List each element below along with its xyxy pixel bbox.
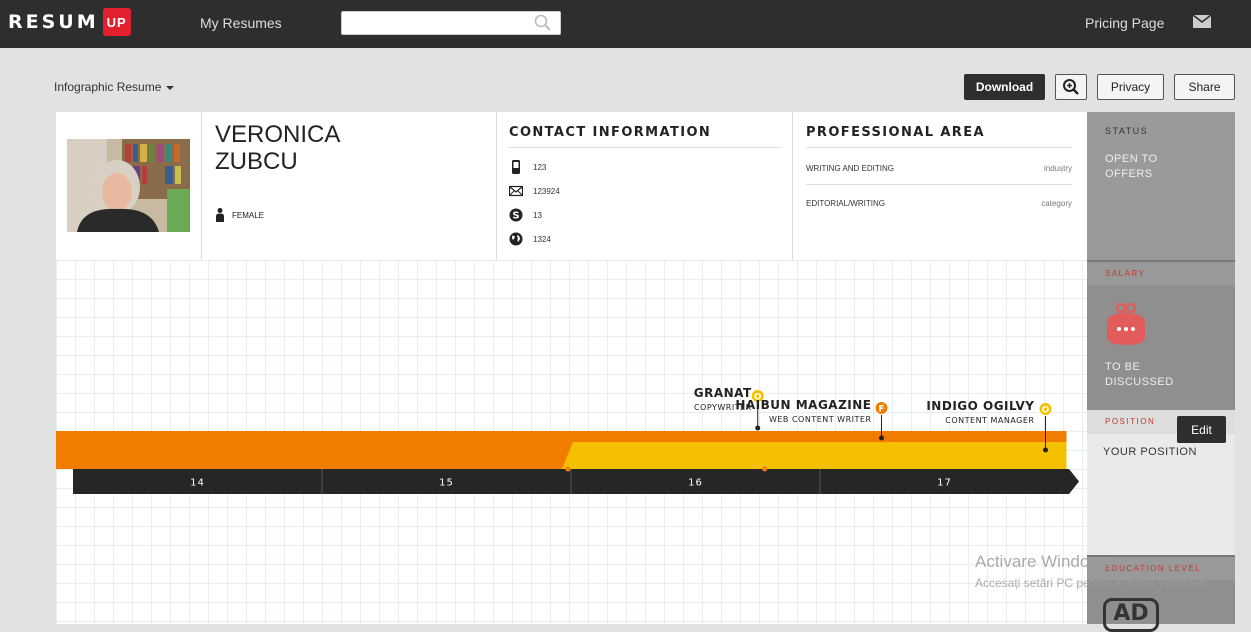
profile-photo[interactable]: [67, 139, 190, 232]
contact-web-value: 1324: [533, 234, 551, 244]
template-dropdown[interactable]: Infographic Resume: [54, 80, 175, 94]
status-block[interactable]: STATUS OPEN TO OFFERS: [1087, 112, 1235, 260]
axis-marker: [762, 466, 768, 472]
contact-web[interactable]: 1324: [509, 232, 551, 246]
divider: [496, 112, 497, 260]
search-icon[interactable]: [534, 14, 552, 32]
contact-phone[interactable]: 123: [509, 160, 546, 174]
nav-my-resumes[interactable]: My Resumes: [200, 15, 282, 31]
job-company: HAIBUN MAGAZINE: [735, 398, 871, 412]
first-name: VERONICA: [215, 121, 341, 148]
mail-icon[interactable]: [1193, 15, 1211, 28]
professional-key: category: [1041, 199, 1072, 208]
professional-row[interactable]: WRITING AND EDITING industry: [806, 164, 1072, 173]
gender-value: FEMALE: [232, 210, 265, 220]
contact-skype[interactable]: S 13: [509, 208, 542, 222]
divider: [806, 184, 1072, 185]
chevron-down-icon: [166, 85, 175, 90]
zoom-in-icon: [1063, 79, 1079, 95]
pin-dot: [755, 425, 761, 431]
contact-phone-value: 123: [533, 162, 547, 172]
skype-icon: S: [509, 208, 523, 222]
top-navbar: RESUM UP My Resumes Pricing Page: [0, 0, 1251, 48]
wallet-icon: [1107, 303, 1145, 345]
edit-button[interactable]: Edit: [1177, 416, 1226, 443]
gender-row: FEMALE: [216, 208, 264, 222]
job-badge-letter: O: [1042, 406, 1050, 416]
divider: [806, 147, 1072, 148]
download-button[interactable]: Download: [964, 74, 1045, 100]
template-dropdown-label: Infographic Resume: [54, 80, 162, 94]
job-badge: [874, 401, 889, 415]
nav-pricing[interactable]: Pricing Page: [1085, 15, 1165, 31]
globe-icon: [509, 232, 523, 246]
zoom-button[interactable]: [1055, 74, 1087, 100]
salary-block[interactable]: TO BE DISCUSSED: [1087, 285, 1235, 410]
job-company: GRANAT: [694, 386, 752, 400]
windows-watermark: Activare Windows: [975, 552, 1111, 571]
professional-title: PROFESSIONAL AREA: [806, 125, 985, 140]
education-header: EDUCATION LEVEL: [1087, 555, 1235, 580]
job-company: INDIGO OGILVY: [926, 399, 1034, 413]
job-badge-letter: O: [754, 393, 762, 403]
axis-tick-label: 17: [937, 478, 952, 489]
logo-text: RESUM: [8, 11, 99, 33]
envelope-icon: [509, 185, 523, 197]
contact-email[interactable]: 123924: [509, 184, 560, 198]
job-badge-letter: F: [878, 405, 884, 415]
education-badge: AD: [1103, 598, 1159, 632]
bar-indigo: [562, 442, 1067, 469]
professional-row[interactable]: EDITORIAL/WRITING category: [806, 199, 1072, 208]
phone-icon: [512, 160, 520, 174]
professional-value: EDITORIAL/WRITING: [806, 199, 885, 208]
logo-badge: UP: [102, 8, 131, 36]
person-icon: [216, 208, 224, 222]
job-role: COPYWRITER: [694, 403, 752, 412]
contact-title: CONTACT INFORMATION: [509, 125, 712, 140]
job-badge: [1038, 402, 1053, 416]
salary-header: SALARY: [1087, 260, 1235, 285]
last-name: ZUBCU: [215, 148, 298, 175]
svg-text:S: S: [512, 211, 519, 222]
share-button[interactable]: Share: [1174, 74, 1235, 100]
status-title: STATUS: [1105, 126, 1149, 136]
salary-value: TO BE DISCUSSED: [1105, 361, 1174, 388]
axis-tick-label: 15: [439, 478, 454, 489]
salary-title: SALARY: [1105, 269, 1146, 278]
divider: [201, 112, 202, 260]
professional-key: industry: [1043, 164, 1072, 173]
divider: [509, 147, 781, 148]
contact-skype-value: 13: [533, 210, 542, 220]
logo[interactable]: RESUM UP: [8, 8, 131, 36]
job-role: WEB CONTENT WRITER: [769, 415, 872, 424]
info-sidebar: STATUS OPEN TO OFFERS SALARY TO BE DISCU…: [1087, 112, 1235, 632]
candidate-name[interactable]: VERONICA ZUBCU: [215, 121, 340, 175]
axis-marker: [565, 466, 571, 472]
position-title: POSITION: [1105, 417, 1156, 426]
scrollbar-track[interactable]: [1235, 48, 1251, 624]
divider: [792, 112, 793, 260]
privacy-button[interactable]: Privacy: [1097, 74, 1164, 100]
status-value: OPEN TO OFFERS: [1105, 153, 1158, 180]
job-role: CONTENT MANAGER: [945, 416, 1034, 425]
windows-watermark-sub: Accesați setări PC pentru a activa Windo…: [975, 576, 1208, 590]
pin-dot: [1043, 447, 1049, 453]
axis-tick-label: 14: [190, 478, 205, 489]
education-title: EDUCATION LEVEL: [1105, 564, 1202, 573]
job-badge: [750, 389, 765, 403]
position-value: YOUR POSITION: [1103, 446, 1197, 458]
search-input[interactable]: [342, 12, 532, 34]
pin-dot: [879, 435, 885, 441]
timeline-axis: [73, 469, 1079, 494]
professional-value: WRITING AND EDITING: [806, 164, 894, 173]
contact-email-value: 123924: [533, 186, 560, 196]
position-block[interactable]: YOUR POSITION: [1087, 434, 1235, 555]
search-box: [341, 11, 561, 35]
axis-tick-label: 16: [688, 478, 703, 489]
